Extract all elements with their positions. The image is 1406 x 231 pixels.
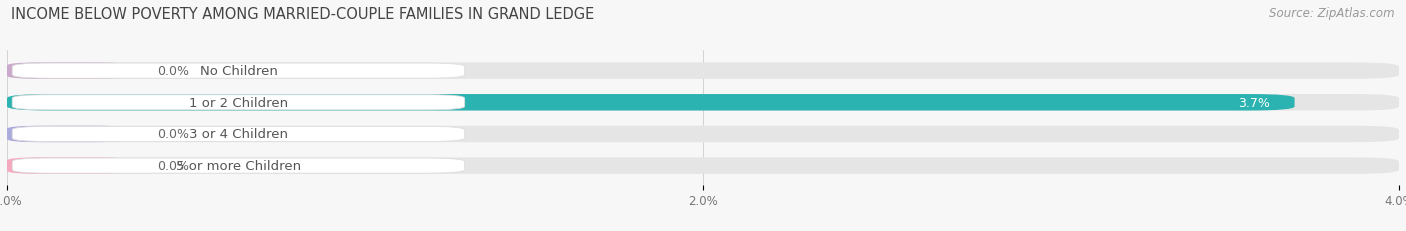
Text: 0.0%: 0.0% xyxy=(156,128,188,141)
Text: 0.0%: 0.0% xyxy=(156,159,188,172)
FancyBboxPatch shape xyxy=(13,64,464,79)
FancyBboxPatch shape xyxy=(7,126,1399,143)
FancyBboxPatch shape xyxy=(7,158,129,174)
Text: 1 or 2 Children: 1 or 2 Children xyxy=(188,96,288,109)
FancyBboxPatch shape xyxy=(13,95,464,110)
FancyBboxPatch shape xyxy=(7,63,1399,79)
FancyBboxPatch shape xyxy=(7,126,129,143)
FancyBboxPatch shape xyxy=(7,95,1295,111)
FancyBboxPatch shape xyxy=(13,127,464,142)
Text: 3 or 4 Children: 3 or 4 Children xyxy=(188,128,288,141)
Text: Source: ZipAtlas.com: Source: ZipAtlas.com xyxy=(1270,7,1395,20)
FancyBboxPatch shape xyxy=(7,95,1399,111)
Text: 5 or more Children: 5 or more Children xyxy=(176,159,301,172)
Text: INCOME BELOW POVERTY AMONG MARRIED-COUPLE FAMILIES IN GRAND LEDGE: INCOME BELOW POVERTY AMONG MARRIED-COUPL… xyxy=(11,7,595,22)
FancyBboxPatch shape xyxy=(13,158,464,173)
Text: 3.7%: 3.7% xyxy=(1239,96,1270,109)
FancyBboxPatch shape xyxy=(7,158,1399,174)
Text: No Children: No Children xyxy=(200,65,277,78)
FancyBboxPatch shape xyxy=(7,63,129,79)
Text: 0.0%: 0.0% xyxy=(156,65,188,78)
